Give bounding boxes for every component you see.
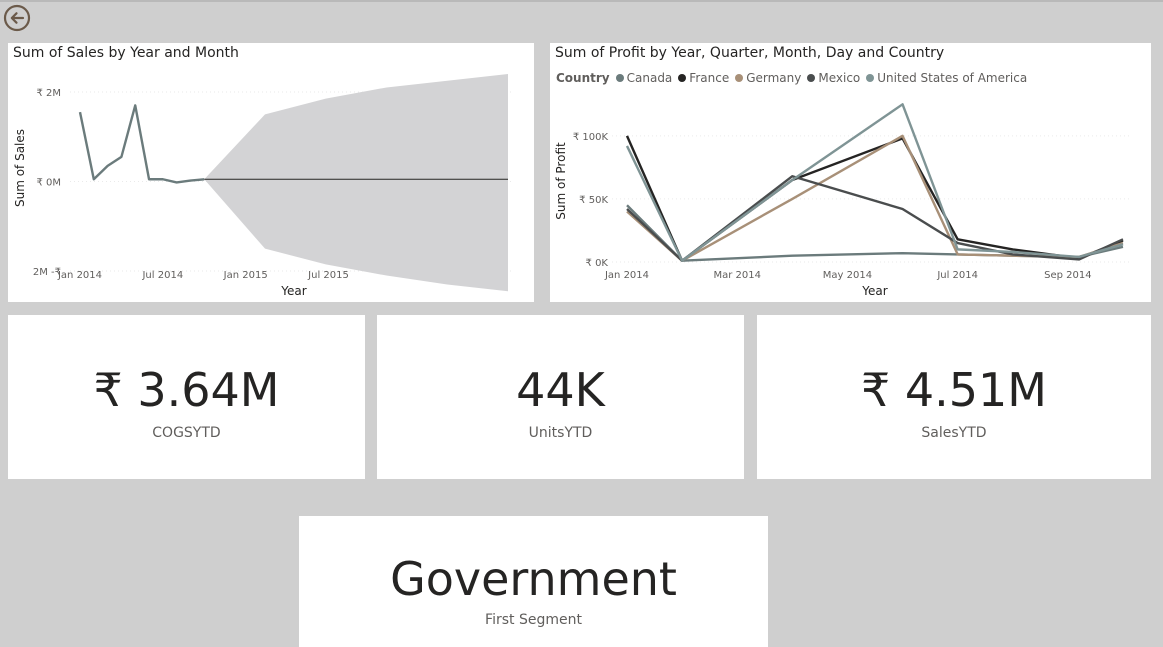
x-axis-label: Year — [280, 284, 306, 298]
legend-dot — [615, 74, 624, 82]
x-tick-label: Jul 2015 — [307, 270, 349, 281]
x-tick-label: Jan 2014 — [57, 270, 102, 281]
kpi-card-unitsytd: 44K UnitsYTD — [377, 315, 744, 479]
y-tick-label: 2M -₹ — [33, 267, 61, 278]
kpi-card-salesytd: ₹ 4.51M SalesYTD — [757, 315, 1151, 479]
x-tick-label: Mar 2014 — [713, 270, 761, 281]
top-border — [0, 0, 1163, 2]
x-tick-label: Jul 2014 — [936, 270, 978, 281]
y-tick-label: ₹ 0K — [586, 258, 609, 269]
kpi-value: ₹ 3.64M — [93, 363, 280, 417]
legend-label: Germany — [746, 71, 802, 85]
y-axis-label: Sum of Profit — [554, 142, 568, 220]
y-tick-label: ₹ 50K — [579, 195, 608, 206]
x-tick-label: Sep 2014 — [1044, 270, 1091, 281]
legend-label: France — [689, 71, 730, 85]
segment-label: First Segment — [485, 612, 582, 628]
legend-item-canada[interactable]: Canada — [615, 71, 673, 85]
legend-dot — [866, 74, 875, 82]
sales-line-chart: ₹ 2M ₹ 0M 2M -₹Jan 2014 Jul 2014 Jan 2015 Jul… — [13, 74, 513, 298]
profit-chart-card: Sum of Profit by Year, Quarter, Month, D… — [550, 43, 1151, 302]
profit-series-line-united-states-of-america — [625, 103, 1124, 262]
x-tick-label: Jan 2015 — [223, 270, 268, 281]
y-axis-label: Sum of Sales — [13, 129, 27, 207]
segment-value: Government — [390, 552, 677, 606]
kpi-label: COGSYTD — [152, 425, 221, 441]
x-tick-label: Jul 2014 — [141, 270, 183, 281]
back-arrow-icon[interactable] — [3, 4, 31, 32]
profit-chart-title: Sum of Profit by Year, Quarter, Month, D… — [555, 45, 945, 61]
sales-chart-card: Sum of Sales by Year and Month ₹ 2M ₹ 0M 2… — [8, 43, 534, 302]
y-tick-label: ₹ 0M — [36, 178, 61, 189]
legend-title: Country — [556, 71, 610, 85]
profit-chart-legend: Country Canada France Germany Mexico Uni… — [556, 71, 1033, 85]
x-axis-label: Year — [861, 284, 887, 298]
legend-dot — [735, 74, 744, 82]
legend-item-germany[interactable]: Germany — [735, 71, 801, 85]
legend-label: Canada — [626, 71, 673, 85]
sales-chart-title: Sum of Sales by Year and Month — [13, 45, 239, 61]
profit-series-line-france — [625, 135, 1124, 262]
x-tick-label: May 2014 — [823, 270, 872, 281]
profit-series-line-canada — [626, 204, 1124, 262]
x-tick-label: Jan 2014 — [604, 270, 649, 281]
legend-label: United States of America — [877, 71, 1028, 85]
legend-dot — [807, 74, 816, 82]
kpi-label: SalesYTD — [921, 425, 987, 441]
legend-item-usa[interactable]: United States of America — [866, 71, 1027, 85]
kpi-value: 44K — [516, 363, 605, 417]
kpi-card-cogsytd: ₹ 3.64M COGSYTD — [8, 315, 365, 479]
forecast-confidence-band — [204, 74, 509, 292]
legend-item-mexico[interactable]: Mexico — [807, 71, 860, 85]
sales-series-line — [78, 104, 205, 184]
y-tick-label: ₹ 2M — [36, 88, 61, 99]
kpi-value: ₹ 4.51M — [861, 363, 1047, 417]
y-tick-label: ₹ 100K — [573, 132, 609, 143]
profit-series-line-germany — [626, 134, 1124, 262]
legend-item-france[interactable]: France — [678, 71, 729, 85]
kpi-label: UnitsYTD — [528, 425, 593, 441]
legend-label: Mexico — [818, 71, 861, 85]
first-segment-card: Government First Segment — [299, 516, 768, 647]
legend-dot — [678, 74, 687, 82]
